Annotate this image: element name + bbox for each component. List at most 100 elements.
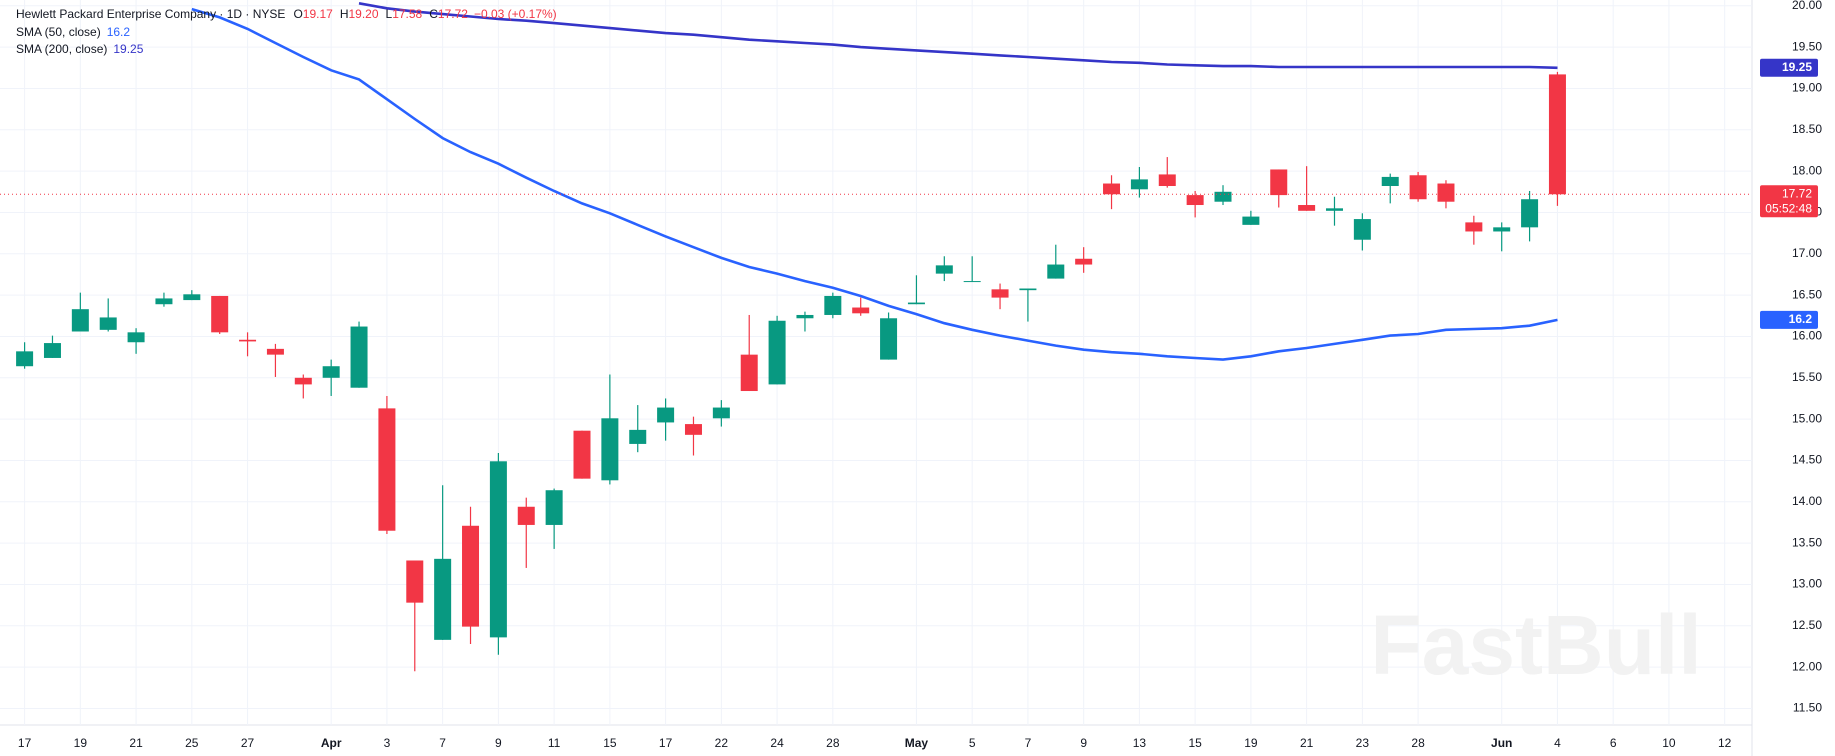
x-tick-label: 7 [1025, 736, 1032, 750]
x-tick-label: 19 [74, 736, 88, 750]
legend-entry: SMA (50, close) 16.2 [16, 25, 130, 39]
candle-body [1465, 222, 1483, 232]
price-tag [1760, 185, 1818, 218]
candle-body [1075, 258, 1093, 265]
y-tick-label: 16.00 [1792, 329, 1822, 343]
y-tick-label: 19.00 [1792, 81, 1822, 95]
candle-body [963, 281, 981, 283]
x-tick-label: 25 [185, 736, 199, 750]
legend-entry: SMA (200, close) 19.25 [16, 42, 144, 56]
y-tick-label: 12.00 [1792, 659, 1822, 673]
symbol-title: Hewlett Packard Enterprise Company · 1D … [16, 7, 285, 21]
x-tick-label: 23 [1356, 736, 1370, 750]
candle-body [712, 407, 730, 419]
candle-body [1158, 174, 1176, 187]
sma-line [191, 7, 1558, 361]
x-tick-label: 13 [1133, 736, 1147, 750]
quote-value: 17.72 [438, 7, 468, 21]
x-tick-label: Jun [1491, 736, 1512, 750]
candle-body [434, 558, 452, 640]
legend-title: Hewlett Packard Enterprise Company · 1D … [16, 7, 557, 21]
x-tick-label: 9 [495, 736, 502, 750]
quote-value: 17.58 [392, 7, 422, 21]
candle-body [907, 302, 925, 305]
candle-body [1353, 219, 1371, 240]
y-tick-label: 19.50 [1792, 39, 1822, 53]
y-tick-label: 15.50 [1792, 370, 1822, 384]
x-tick-label: 28 [1411, 736, 1425, 750]
candle-body [1409, 175, 1427, 200]
candle-body [824, 295, 842, 315]
x-tick-label: 27 [241, 736, 255, 750]
y-tick-label: 16.50 [1792, 287, 1822, 301]
candle-body [350, 326, 368, 388]
quote-value: 19.20 [348, 7, 378, 21]
candle-body [462, 525, 480, 627]
y-tick-label: 17.00 [1792, 246, 1822, 260]
x-tick-label: 6 [1610, 736, 1617, 750]
x-tick-label: 3 [384, 736, 391, 750]
legend-name: SMA (50, close) [16, 25, 101, 39]
candle-body [294, 377, 312, 385]
price-tag-label: 16.2 [1789, 312, 1813, 326]
price-tag [1760, 58, 1818, 77]
x-tick-label: Apr [321, 736, 342, 750]
candle-body [991, 289, 1009, 298]
y-tick-label: 18.50 [1792, 122, 1822, 136]
candle-body [378, 408, 396, 531]
candle-body [1214, 191, 1232, 202]
x-tick-label: 19 [1244, 736, 1258, 750]
candle-body [935, 265, 953, 274]
x-tick-label: 21 [1300, 736, 1314, 750]
candle-body [601, 418, 619, 481]
x-tick-label: 17 [659, 736, 673, 750]
x-tick-label: 11 [548, 736, 561, 750]
candle-body [1047, 264, 1065, 279]
quote-value: 19.17 [303, 7, 333, 21]
y-tick-label: 18.00 [1792, 163, 1822, 177]
candle-body [1242, 216, 1260, 225]
candle-body [573, 430, 591, 479]
candle-body [684, 424, 702, 435]
watermark: FastBull [1370, 598, 1701, 692]
candle-body [406, 560, 424, 603]
x-tick-label: 5 [969, 736, 976, 750]
candle-body [1521, 199, 1539, 228]
candle-body [489, 461, 507, 638]
y-tick-label: 11.50 [1793, 701, 1822, 715]
x-tick-label: 28 [826, 736, 840, 750]
candle-body [266, 348, 284, 355]
x-tick-label: 15 [603, 736, 617, 750]
price-tag [1760, 310, 1818, 329]
x-tick-label: 22 [715, 736, 729, 750]
candle-body [796, 314, 814, 319]
candle-body [239, 339, 257, 342]
legend-value: 16.2 [107, 25, 131, 39]
quote-key: H [340, 7, 349, 21]
candle-body [657, 407, 675, 423]
candle-body [1103, 183, 1121, 195]
candle-body [211, 295, 229, 333]
candle-body [545, 490, 563, 525]
y-tick-label: 20.00 [1792, 0, 1822, 12]
x-tick-label: 21 [129, 736, 143, 750]
candle-body [71, 309, 89, 332]
countdown: 05:52:48 [1765, 201, 1812, 215]
y-tick-label: 14.00 [1792, 494, 1822, 508]
candle-body [880, 318, 898, 360]
candle-body [517, 506, 535, 525]
candle-body [1325, 208, 1343, 211]
candle-body [1548, 74, 1566, 195]
x-tick-label: 10 [1662, 736, 1676, 750]
sma-line [358, 2, 1558, 70]
x-tick-label: 7 [439, 736, 446, 750]
legend-value: 19.25 [113, 42, 143, 56]
candle-body [99, 317, 117, 330]
candle-body [1381, 176, 1399, 187]
candle-body [1130, 179, 1148, 190]
x-tick-label: 12 [1718, 736, 1732, 750]
candle-body [155, 298, 173, 305]
candle-body [43, 343, 61, 358]
